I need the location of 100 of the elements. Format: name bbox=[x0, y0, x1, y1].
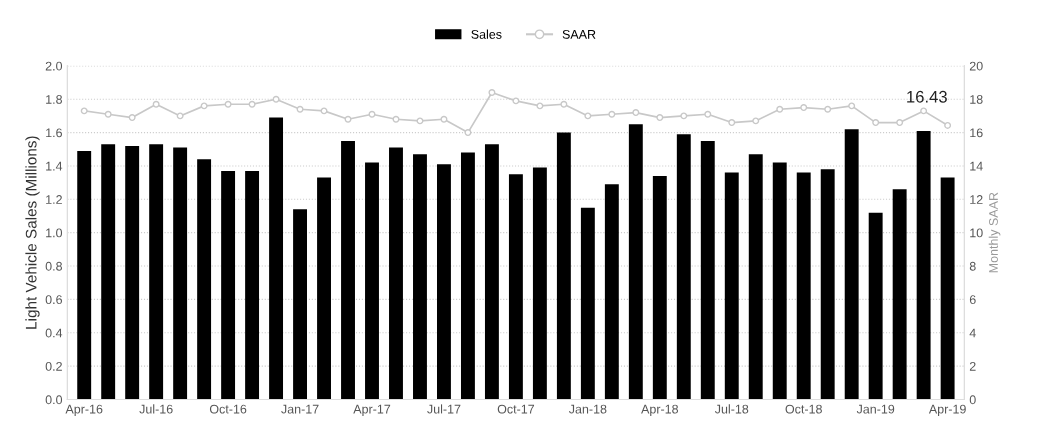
point bbox=[416, 117, 424, 125]
y2-tick-label: 18 bbox=[970, 95, 983, 104]
x-tick-label: Apr-19 bbox=[928, 404, 966, 416]
y2-tick-label: 14 bbox=[970, 161, 983, 171]
bar bbox=[221, 170, 236, 400]
y2-tick-label: 10 bbox=[970, 228, 983, 238]
point bbox=[128, 114, 136, 122]
y-tick-label: 1.8 bbox=[46, 95, 62, 104]
bar bbox=[293, 209, 308, 400]
point bbox=[320, 107, 328, 115]
data-label: 16.43 bbox=[907, 90, 947, 103]
point bbox=[824, 105, 832, 113]
point bbox=[752, 117, 760, 125]
bar bbox=[916, 130, 931, 400]
x-tick-label: Jul-18 bbox=[714, 404, 749, 414]
point bbox=[872, 119, 880, 127]
point bbox=[632, 109, 640, 117]
bar bbox=[508, 174, 523, 400]
x-tick-label: Apr-17 bbox=[353, 404, 391, 416]
y-axis-title: Light Vehicle Sales (Millions) bbox=[25, 136, 40, 329]
point bbox=[920, 107, 928, 115]
y-tick-label: 0.2 bbox=[45, 361, 62, 371]
point bbox=[344, 115, 352, 123]
point bbox=[368, 110, 376, 118]
point bbox=[800, 104, 808, 112]
point bbox=[896, 119, 904, 127]
point bbox=[464, 129, 472, 137]
y2-axis-title: Monthly SAAR bbox=[988, 192, 1001, 273]
bar bbox=[868, 212, 883, 400]
point bbox=[680, 112, 688, 120]
point bbox=[944, 121, 952, 129]
bar bbox=[317, 177, 331, 400]
point bbox=[848, 102, 856, 110]
bar bbox=[676, 134, 691, 400]
point bbox=[152, 100, 160, 108]
bar bbox=[748, 154, 763, 400]
bar bbox=[652, 175, 667, 400]
y-tick-label: 0.4 bbox=[45, 328, 63, 338]
point bbox=[248, 100, 256, 108]
y-tick-label: 1.4 bbox=[46, 161, 63, 171]
x-tick-label: Jan-19 bbox=[856, 404, 895, 414]
bar bbox=[437, 164, 451, 400]
x-tick-label: Jan-18 bbox=[568, 404, 607, 414]
y2-tick-label: 6 bbox=[969, 295, 976, 305]
bar bbox=[365, 162, 379, 400]
bar bbox=[556, 132, 571, 400]
point bbox=[704, 110, 712, 118]
bar bbox=[820, 169, 835, 400]
bar bbox=[940, 177, 955, 400]
bar bbox=[101, 144, 116, 400]
y-tick-label: 2.0 bbox=[45, 61, 63, 71]
y-tick-label: 1.6 bbox=[46, 128, 62, 138]
x-tick-label: Oct-17 bbox=[497, 404, 535, 414]
y-tick-label: 1.0 bbox=[46, 228, 63, 238]
bar bbox=[77, 150, 92, 400]
point bbox=[272, 95, 280, 103]
bar bbox=[125, 145, 140, 400]
x-tick-label: Jan-17 bbox=[281, 404, 319, 414]
x-tick-label: Apr-16 bbox=[65, 404, 103, 416]
x-tick-label: Jul-16 bbox=[139, 404, 173, 414]
y2-tick-label: 12 bbox=[970, 195, 983, 204]
bar bbox=[628, 124, 643, 400]
bar bbox=[173, 147, 188, 400]
point bbox=[104, 110, 112, 118]
point bbox=[560, 100, 568, 108]
point bbox=[200, 102, 208, 110]
x-tick-label: Oct-16 bbox=[209, 404, 247, 414]
y2-tick-label: 4 bbox=[969, 328, 976, 338]
point bbox=[80, 107, 88, 115]
x-tick-label: Apr-18 bbox=[641, 404, 679, 416]
legend-label: Sales bbox=[471, 29, 502, 39]
point bbox=[296, 105, 304, 113]
y-tick-label: 1.2 bbox=[46, 195, 62, 204]
y2-tick-label: 8 bbox=[969, 261, 976, 271]
point bbox=[440, 115, 448, 123]
bar bbox=[413, 154, 427, 400]
point bbox=[488, 89, 496, 97]
bar bbox=[892, 189, 907, 400]
bar bbox=[484, 144, 499, 400]
bar bbox=[245, 170, 260, 400]
bar bbox=[149, 144, 164, 400]
point bbox=[224, 100, 232, 108]
point bbox=[176, 112, 184, 120]
y-tick-label: 0.0 bbox=[45, 395, 63, 405]
bar bbox=[389, 147, 403, 400]
x-tick-label: Oct-18 bbox=[785, 404, 822, 414]
bar bbox=[772, 162, 787, 400]
point bbox=[392, 115, 400, 123]
bar bbox=[269, 117, 284, 400]
y-tick-label: 0.8 bbox=[45, 261, 62, 271]
y2-tick-label: 16 bbox=[970, 128, 983, 138]
bar bbox=[796, 172, 811, 400]
y2-tick-label: 2 bbox=[969, 361, 976, 371]
bar bbox=[700, 140, 715, 400]
point bbox=[512, 97, 520, 105]
bar bbox=[532, 167, 547, 400]
x-tick-label: Jul-17 bbox=[427, 404, 461, 414]
bar bbox=[197, 159, 212, 400]
legend-label: SAAR bbox=[562, 29, 596, 39]
bar bbox=[580, 207, 595, 400]
